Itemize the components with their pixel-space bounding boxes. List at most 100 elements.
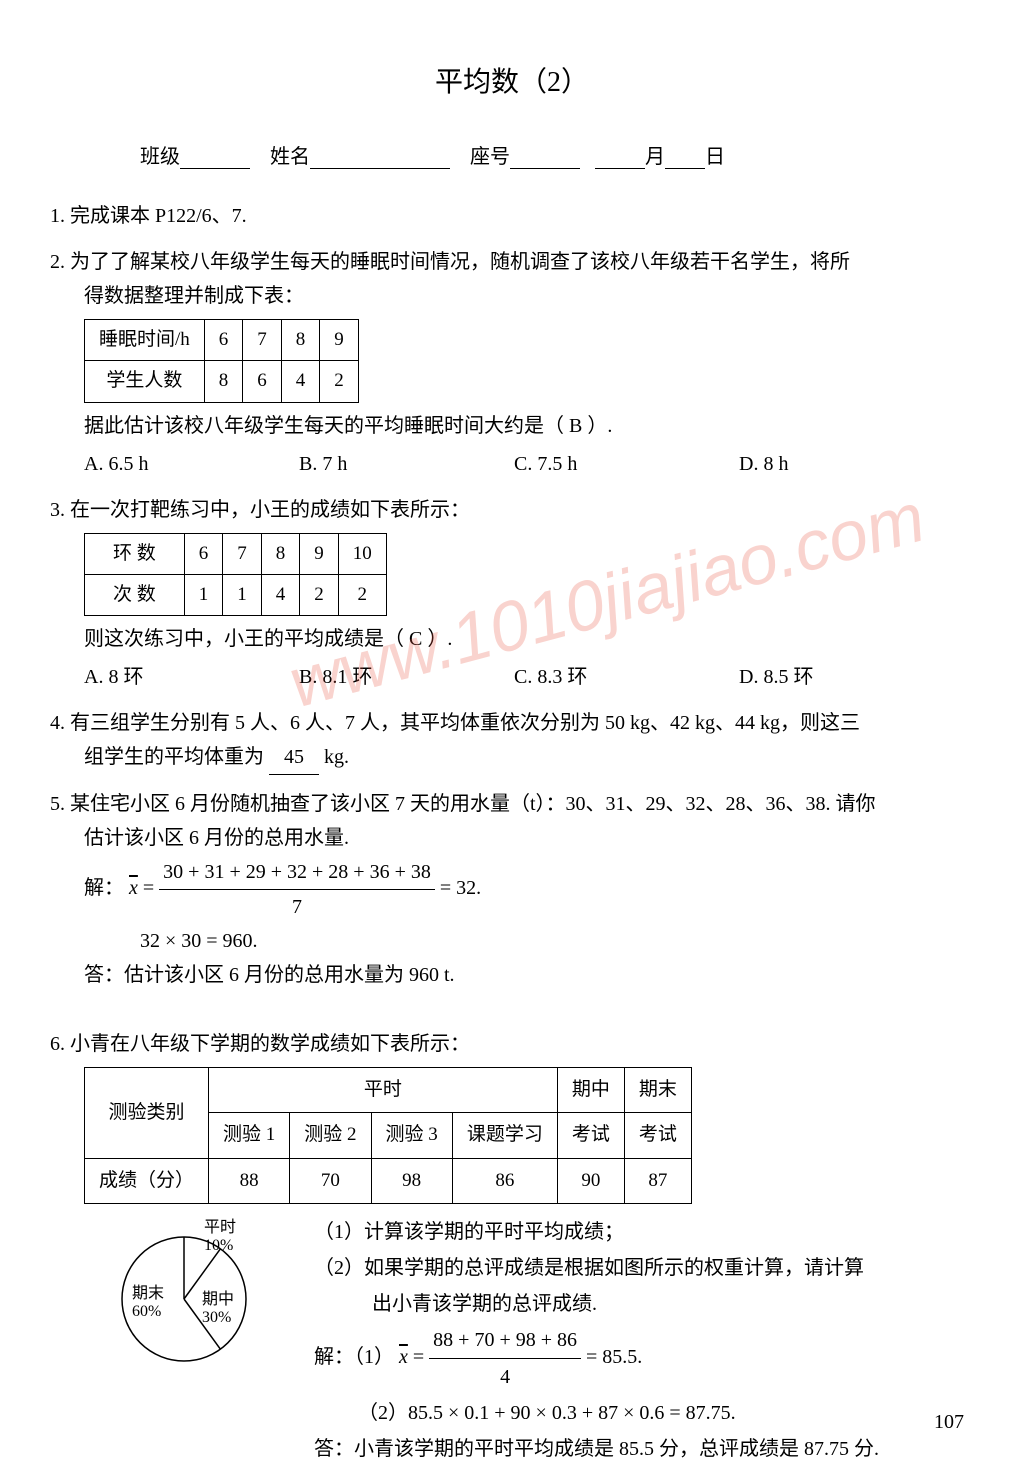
- q5-num: 5.: [50, 793, 65, 815]
- cell: 70: [290, 1158, 371, 1203]
- fraction: 88 + 70 + 98 + 86 4: [429, 1322, 581, 1395]
- q5-text-b: 估计该小区 6 月份的总用水量.: [84, 827, 349, 849]
- option-b: B. 8.1 环: [299, 660, 509, 694]
- pie-label-qimo: 期末: [132, 1284, 164, 1302]
- q6-part2a: （2）如果学期的总评成绩是根据如图所示的权重计算，请计算: [314, 1250, 879, 1286]
- q3-answer: C: [409, 628, 422, 650]
- q2-text-b: 得数据整理并制成下表：: [84, 285, 304, 307]
- table-row: 次 数 1 1 4 2 2: [85, 574, 387, 615]
- q6-part1: （1）计算该学期的平时平均成绩；: [314, 1214, 879, 1250]
- q2-text-c: 据此估计该校八年级学生每天的平均睡眠时间大约是（: [84, 415, 564, 437]
- question-2: 2. 为了了解某校八年级学生每天的睡眠时间情况，随机调查了该校八年级若干名学生，…: [50, 245, 974, 481]
- cell: 86: [452, 1158, 557, 1203]
- cell: 7: [223, 533, 262, 574]
- cell: 次 数: [85, 574, 185, 615]
- cell: 6: [184, 533, 223, 574]
- fraction: 30 + 31 + 29 + 32 + 28 + 36 + 38 7: [159, 855, 435, 924]
- q5-result1: = 32.: [435, 877, 481, 899]
- cell: 2: [320, 361, 359, 402]
- cell: 6: [204, 320, 243, 361]
- cell: 期末: [624, 1068, 691, 1113]
- q1-text: 完成课本 P122/6、7.: [70, 205, 247, 227]
- seat-label: 座号: [470, 146, 510, 168]
- q6-table: 测验类别 平时 期中 期末 测验 1 测验 2 测验 3 课题学习 考试 考试 …: [84, 1067, 692, 1204]
- denominator: 4: [429, 1359, 581, 1395]
- cell: 4: [261, 574, 300, 615]
- q2-num: 2.: [50, 251, 65, 273]
- pie-label-qimo-pct: 60%: [132, 1303, 161, 1320]
- q2-options: A. 6.5 h B. 7 h C. 7.5 h D. 8 h: [84, 447, 974, 481]
- numerator: 30 + 31 + 29 + 32 + 28 + 36 + 38: [159, 855, 435, 890]
- q5-ans-label: 答：: [84, 964, 124, 986]
- cell: 98: [371, 1158, 452, 1203]
- q6-num: 6.: [50, 1033, 65, 1055]
- q3-text-c: ）.: [427, 628, 452, 650]
- cell: 7: [243, 320, 282, 361]
- cell: 1: [223, 574, 262, 615]
- pie-chart: 平时 10% 期中 30% 期末 60%: [84, 1214, 294, 1385]
- pie-label-pingshi: 平时: [204, 1218, 236, 1236]
- q2-answer: B: [569, 415, 582, 437]
- cell: 测验 2: [290, 1113, 371, 1158]
- cell: 10: [338, 533, 386, 574]
- q3-options: A. 8 环 B. 8.1 环 C. 8.3 环 D. 8.5 环: [84, 660, 974, 694]
- q5-ans-text: 估计该小区 6 月份的总用水量为 960 t.: [124, 964, 455, 986]
- q2-text-a: 为了了解某校八年级学生每天的睡眠时间情况，随机调查了该校八年级若干名学生，将所: [70, 251, 850, 273]
- cell: 2: [300, 574, 339, 615]
- table-row: 环 数 6 7 8 9 10: [85, 533, 387, 574]
- q2-text-d: ）.: [587, 415, 612, 437]
- cell: 6: [243, 361, 282, 402]
- cell: 课题学习: [452, 1113, 557, 1158]
- cell: 87: [624, 1158, 691, 1203]
- class-label: 班级: [140, 146, 180, 168]
- cell: 90: [557, 1158, 624, 1203]
- q6-sol2: （2）85.5 × 0.1 + 90 × 0.3 + 87 × 0.6 = 87…: [358, 1395, 879, 1431]
- q4-answer: 45: [269, 740, 319, 775]
- day-label: 日: [705, 146, 725, 168]
- cell: 测验 1: [209, 1113, 290, 1158]
- pie-label-qizhong: 期中: [202, 1290, 234, 1308]
- cell: 平时: [209, 1068, 558, 1113]
- cell: 考试: [624, 1113, 691, 1158]
- page-title: 平均数（2）: [50, 60, 974, 100]
- q5-line2: 32 × 30 = 960.: [140, 930, 258, 952]
- cell: 8: [281, 320, 320, 361]
- question-4: 4. 有三组学生分别有 5 人、6 人、7 人，其平均体重依次分别为 50 kg…: [50, 706, 974, 775]
- cell: 学生人数: [85, 361, 205, 402]
- option-c: C. 8.3 环: [514, 660, 734, 694]
- q5-text-a: 某住宅小区 6 月份随机抽查了该小区 7 天的用水量（t）：30、31、29、3…: [70, 793, 876, 815]
- cell: 期中: [557, 1068, 624, 1113]
- question-3: 3. 在一次打靶练习中，小王的成绩如下表所示： 环 数 6 7 8 9 10 次…: [50, 493, 974, 695]
- month-label: 月: [645, 146, 665, 168]
- q3-text-a: 在一次打靶练习中，小王的成绩如下表所示：: [70, 499, 470, 521]
- option-b: B. 7 h: [299, 447, 509, 481]
- cell: 睡眠时间/h: [85, 320, 205, 361]
- table-row: 成绩（分） 88 70 98 86 90 87: [85, 1158, 692, 1203]
- q6-part2b: 出小青该学期的总评成绩.: [372, 1286, 879, 1322]
- question-6: 6. 小青在八年级下学期的数学成绩如下表所示： 测验类别 平时 期中 期末 测验…: [50, 1027, 974, 1467]
- cell: 测验 3: [371, 1113, 452, 1158]
- q6-text-a: 小青在八年级下学期的数学成绩如下表所示：: [70, 1033, 470, 1055]
- numerator: 88 + 70 + 98 + 86: [429, 1322, 581, 1359]
- option-c: C. 7.5 h: [514, 447, 734, 481]
- cell: 测验类别: [85, 1068, 209, 1159]
- q3-table: 环 数 6 7 8 9 10 次 数 1 1 4 2 2: [84, 533, 387, 617]
- q3-num: 3.: [50, 499, 65, 521]
- cell: 8: [261, 533, 300, 574]
- xbar: x: [399, 1346, 408, 1368]
- denominator: 7: [159, 890, 435, 924]
- q5-sol-label: 解：: [84, 877, 124, 899]
- q6-sol1-prefix: （1）: [354, 1346, 394, 1368]
- q6-sol-label: 解：: [314, 1346, 354, 1368]
- cell: 9: [320, 320, 359, 361]
- table-row: 睡眠时间/h 6 7 8 9: [85, 320, 359, 361]
- question-1: 1. 完成课本 P122/6、7.: [50, 199, 974, 233]
- cell: 8: [204, 361, 243, 402]
- option-d: D. 8.5 环: [739, 660, 813, 694]
- pie-label-qizhong-pct: 30%: [202, 1309, 231, 1326]
- option-a: A. 8 环: [84, 660, 294, 694]
- cell: 9: [300, 533, 339, 574]
- q3-text-b: 则这次练习中，小王的平均成绩是（: [84, 628, 404, 650]
- pie-label-pingshi-pct: 10%: [204, 1237, 233, 1254]
- option-d: D. 8 h: [739, 447, 788, 481]
